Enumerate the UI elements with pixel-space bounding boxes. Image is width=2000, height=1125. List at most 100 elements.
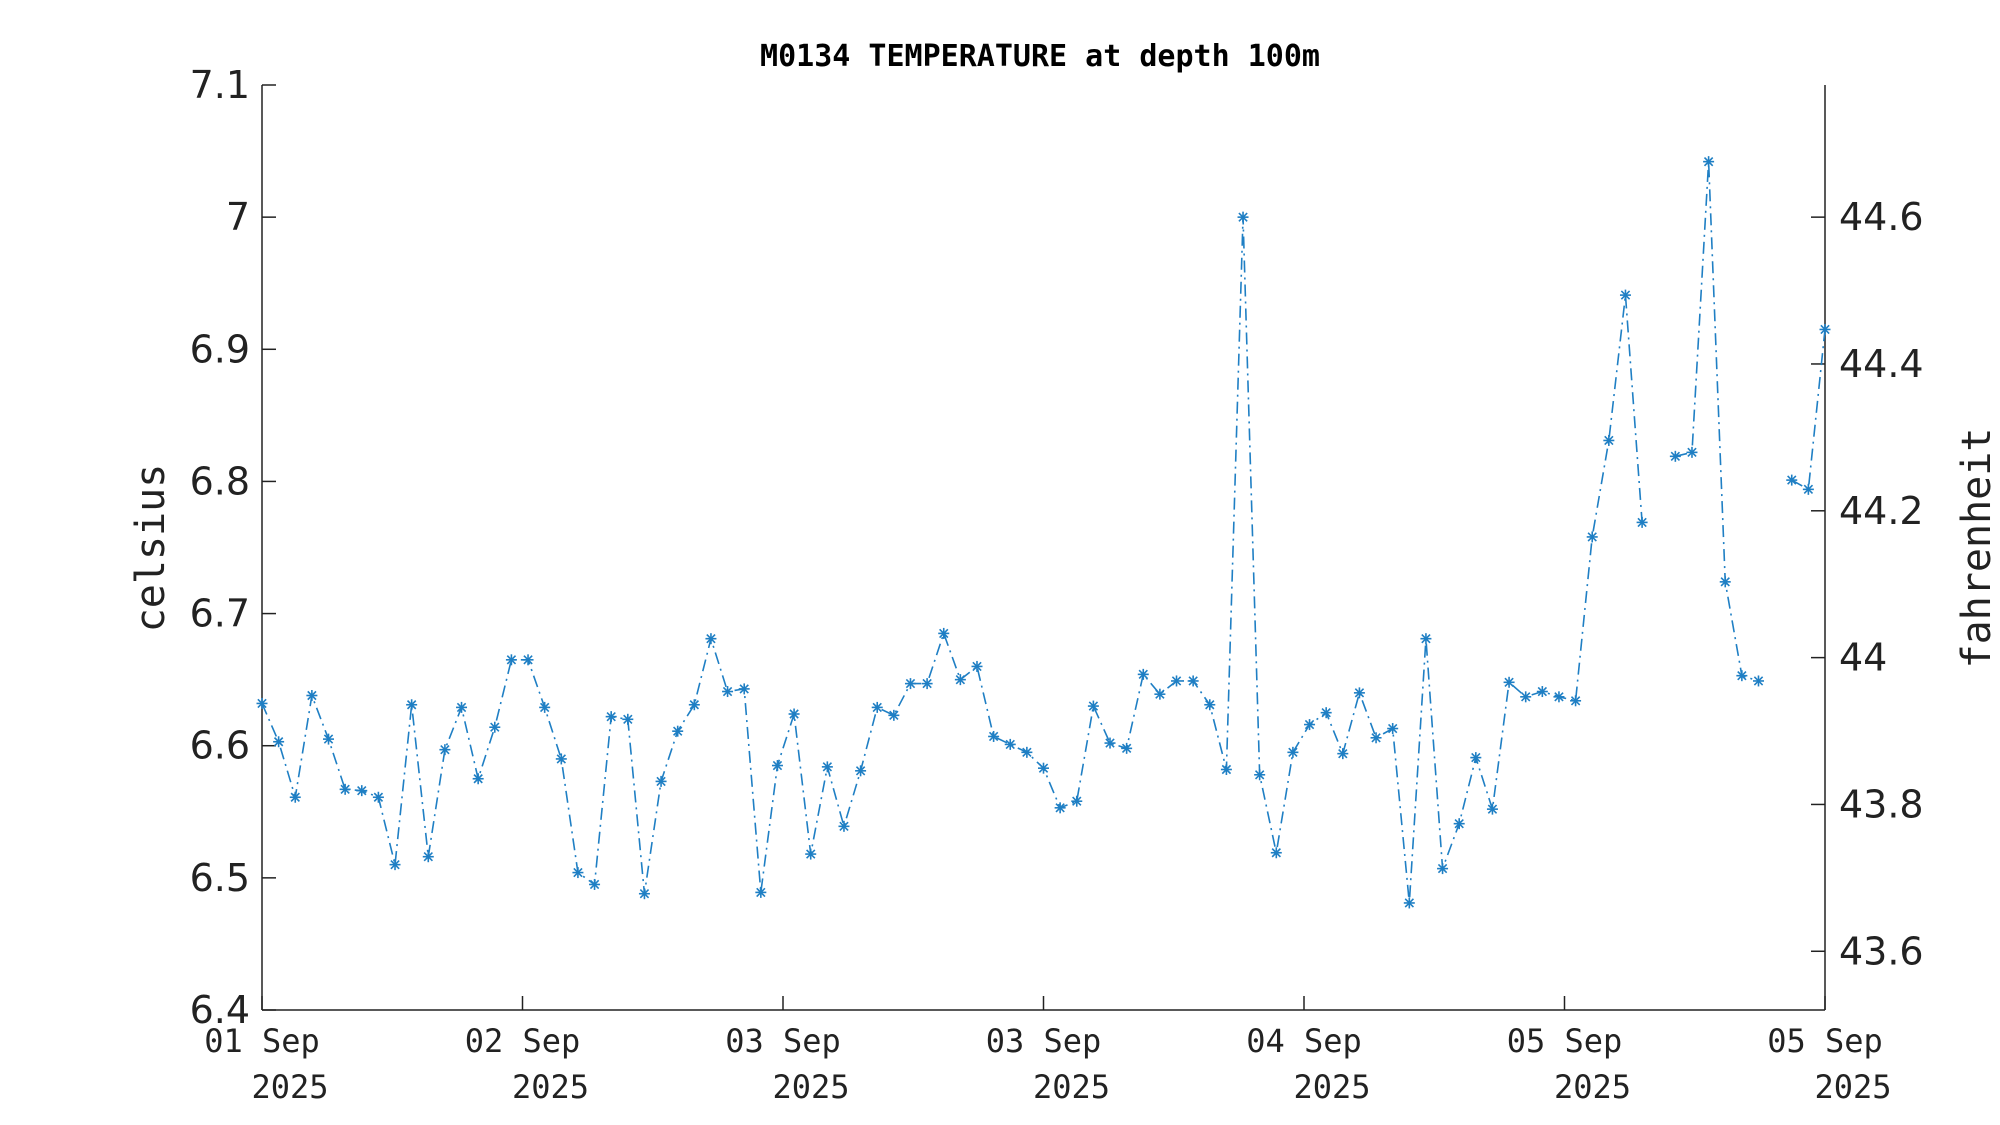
- data-point: [1137, 668, 1149, 680]
- data-point: [638, 888, 650, 900]
- data-point: [306, 690, 318, 701]
- data-point: [1270, 847, 1282, 859]
- data-point: [439, 744, 451, 756]
- x-tick-year: 2025: [1293, 1068, 1370, 1106]
- x-tick-day: 01 Sep: [204, 1022, 320, 1060]
- data-point: [788, 708, 800, 720]
- data-point: [1220, 764, 1232, 775]
- data-point: [1038, 762, 1049, 774]
- chart-title: M0134 TEMPERATURE at depth 100m: [760, 39, 1320, 74]
- data-point: [289, 791, 301, 803]
- y-tick-label: 6.5: [190, 856, 250, 900]
- data-point: [572, 867, 584, 879]
- x-tick-day: 02 Sep: [465, 1022, 581, 1060]
- x-tick-year: 2025: [1554, 1068, 1631, 1106]
- data-point: [323, 733, 335, 745]
- data-point: [1486, 803, 1498, 815]
- data-point: [1054, 802, 1066, 814]
- x-tick-day: 05 Sep: [1767, 1022, 1883, 1060]
- data-point: [1304, 719, 1316, 731]
- data-point: [1104, 737, 1116, 749]
- y2-tick-label: 44.2: [1839, 489, 1924, 533]
- data-point: [605, 711, 617, 723]
- data-point: [1387, 723, 1399, 735]
- data-point: [555, 753, 567, 765]
- y2-tick-label: 44.6: [1839, 195, 1924, 239]
- data-point: [871, 701, 883, 713]
- data-point: [805, 848, 817, 860]
- y2-tick-label: 44: [1839, 636, 1887, 680]
- data-point: [1420, 633, 1432, 645]
- y-tick-label: 7.1: [190, 63, 250, 107]
- data-point: [855, 765, 867, 777]
- data-point: [672, 725, 684, 737]
- data-point: [589, 878, 601, 890]
- data-point: [904, 678, 916, 690]
- series-line: [1791, 329, 1826, 491]
- data-point: [1819, 323, 1831, 335]
- right-y-ticks: 43.6 43.8 44 44.2 44.4 44.6: [1811, 195, 1924, 973]
- y-tick-label: 7: [226, 195, 250, 239]
- x-tick-year: 2025: [1033, 1068, 1110, 1106]
- data-point: [456, 701, 468, 713]
- data-point: [622, 713, 634, 725]
- left-y-ticks: 6.4 6.5 6.6 6.7 6.8 6.9 7 7.1: [190, 63, 276, 1032]
- y2-tick-label: 43.8: [1839, 782, 1924, 826]
- y-tick-label: 6.4: [190, 988, 250, 1032]
- data-point: [1204, 699, 1216, 711]
- data-point: [1287, 746, 1299, 758]
- data-point: [1520, 691, 1532, 703]
- data-point: [771, 760, 783, 772]
- y-tick-label: 6.9: [190, 327, 250, 371]
- data-point: [971, 660, 983, 672]
- data-point: [988, 730, 1000, 742]
- data-point: [422, 851, 434, 863]
- data-point: [1536, 686, 1548, 698]
- data-point: [406, 699, 418, 711]
- y-tick-label: 6.8: [190, 459, 250, 503]
- data-point: [472, 773, 484, 785]
- data-point: [389, 859, 401, 871]
- y2-tick-label: 44.4: [1839, 342, 1924, 386]
- data-point: [921, 678, 933, 690]
- data-point: [722, 686, 734, 698]
- data-point: [356, 785, 368, 797]
- data-point: [505, 654, 517, 666]
- data-point: [738, 683, 750, 695]
- series-line: [261, 217, 1643, 904]
- x-tick-day: 03 Sep: [986, 1022, 1102, 1060]
- x-tick-year: 2025: [772, 1068, 849, 1106]
- data-point: [888, 709, 900, 721]
- data-point: [256, 697, 268, 709]
- data-point: [1686, 446, 1698, 458]
- data-point: [1004, 738, 1016, 750]
- x-tick-day: 03 Sep: [725, 1022, 841, 1060]
- x-tick-year: 2025: [1814, 1068, 1891, 1106]
- data-point: [1437, 863, 1449, 875]
- data-point: [1703, 156, 1715, 168]
- temperature-series: [256, 156, 1831, 909]
- data-point: [1586, 531, 1598, 543]
- x-tick-day: 04 Sep: [1246, 1022, 1362, 1060]
- data-point: [1187, 675, 1199, 687]
- data-point: [1453, 818, 1465, 830]
- y-tick-label: 6.6: [190, 724, 250, 768]
- data-point: [489, 721, 501, 733]
- data-point: [1736, 670, 1748, 682]
- y-tick-label: 6.7: [190, 592, 250, 636]
- data-point: [1370, 732, 1382, 744]
- data-point: [1603, 434, 1615, 446]
- data-point: [1403, 897, 1415, 909]
- x-tick-year: 2025: [251, 1068, 328, 1106]
- y2-tick-label: 43.6: [1839, 929, 1924, 973]
- data-point: [1337, 748, 1349, 760]
- data-point: [273, 736, 285, 748]
- data-point: [372, 791, 384, 803]
- data-point: [1353, 687, 1365, 699]
- data-point: [522, 654, 534, 666]
- series-line: [1675, 161, 1759, 682]
- data-point: [1503, 676, 1515, 688]
- data-point: [1570, 695, 1582, 707]
- right-y-axis-label: fahrenheit: [1954, 428, 2000, 669]
